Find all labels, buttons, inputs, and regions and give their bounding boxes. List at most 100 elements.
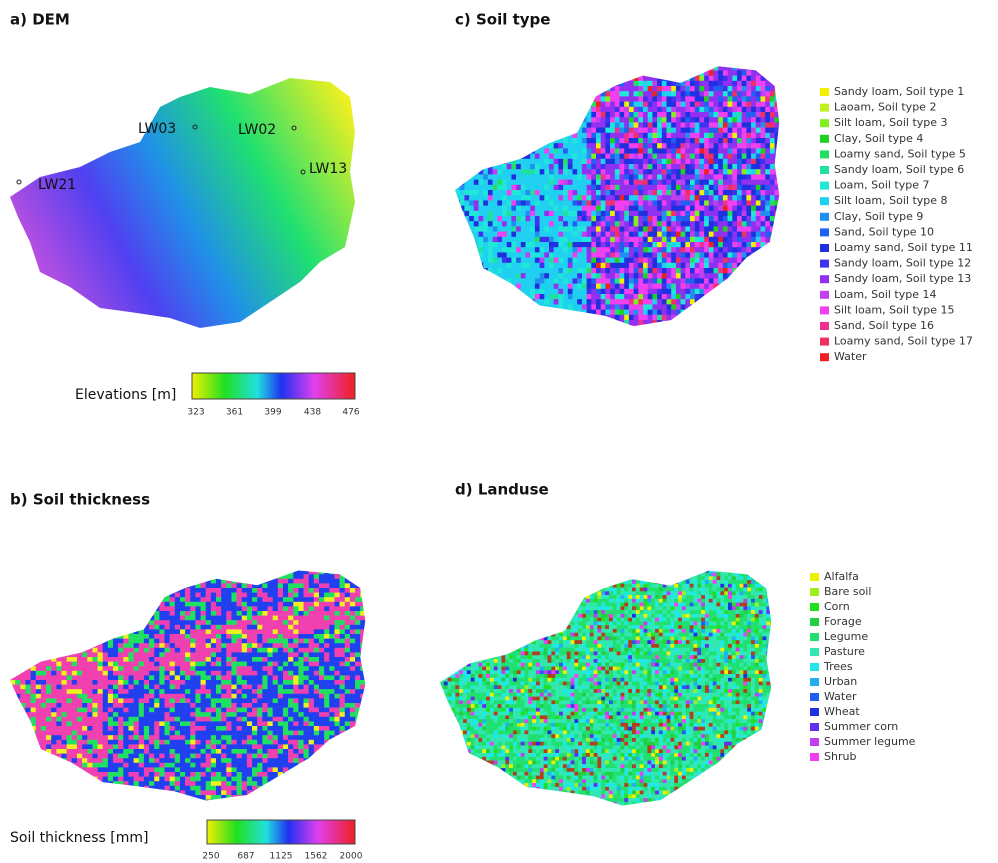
map-cell <box>123 574 128 579</box>
map-cell <box>714 122 719 128</box>
map-cell <box>118 717 123 722</box>
map-cell <box>648 133 653 139</box>
map-cell <box>231 685 236 690</box>
map-cell <box>180 726 185 731</box>
map-cell <box>46 795 51 800</box>
map-cell <box>216 758 221 763</box>
map-cell <box>329 777 334 782</box>
map-cell <box>464 102 469 108</box>
map-cell <box>226 712 231 717</box>
map-cell <box>190 758 195 763</box>
map-cell <box>252 625 257 630</box>
map-cell <box>360 652 365 657</box>
map-cell <box>231 588 236 593</box>
map-cell <box>154 731 159 736</box>
map-cell <box>159 735 164 740</box>
map-cell <box>319 703 324 708</box>
map-cell <box>128 616 133 621</box>
map-cell <box>657 122 662 128</box>
map-cell <box>51 565 56 570</box>
map-cell <box>634 154 639 160</box>
map-cell <box>340 666 345 671</box>
map-cell <box>273 634 278 639</box>
map-cell <box>56 790 61 795</box>
map-cell <box>709 70 714 76</box>
map-cell <box>479 128 484 134</box>
map-cell <box>242 593 247 598</box>
map-cell <box>319 767 324 772</box>
map-cell <box>460 133 465 139</box>
map-cell <box>51 726 56 731</box>
map-cell <box>497 65 502 71</box>
map-cell <box>334 767 339 772</box>
map-cell <box>345 671 350 676</box>
map-cell <box>113 616 118 621</box>
map-cell <box>82 708 87 713</box>
map-cell <box>455 70 460 76</box>
map-cell <box>573 107 578 113</box>
map-cell <box>690 143 695 149</box>
map-cell <box>718 112 723 118</box>
map-cell <box>139 680 144 685</box>
map-cell <box>175 698 180 703</box>
map-cell <box>237 717 242 722</box>
map-cell <box>123 749 128 754</box>
map-cell <box>113 795 118 800</box>
map-cell <box>761 81 766 87</box>
map-cell <box>714 128 719 134</box>
map-cell <box>464 70 469 76</box>
map-cell <box>591 138 596 144</box>
map-cell <box>746 133 751 139</box>
map-cell <box>139 583 144 588</box>
map-cell <box>195 767 200 772</box>
map-cell <box>108 708 113 713</box>
map-cell <box>278 726 283 731</box>
map-cell <box>51 772 56 777</box>
map-cell <box>180 634 185 639</box>
map-cell <box>175 749 180 754</box>
map-cell <box>56 685 61 690</box>
map-cell <box>629 117 634 123</box>
map-cell <box>257 698 262 703</box>
map-cell <box>634 102 639 108</box>
map-cell <box>128 570 133 575</box>
map-cell <box>365 703 370 708</box>
map-cell <box>516 143 521 149</box>
map-cell <box>15 703 20 708</box>
map-cell <box>746 148 751 154</box>
map-cell <box>149 648 154 653</box>
map-cell <box>365 740 370 745</box>
map-cell <box>591 143 596 149</box>
map-cell <box>563 107 568 113</box>
map-cell <box>92 694 97 699</box>
map-cell <box>128 708 133 713</box>
map-cell <box>165 721 170 726</box>
map-cell <box>345 579 350 584</box>
map-cell <box>139 639 144 644</box>
map-cell <box>25 666 30 671</box>
map-cell <box>283 708 288 713</box>
map-cell <box>695 138 700 144</box>
map-cell <box>139 634 144 639</box>
map-cell <box>159 744 164 749</box>
map-cell <box>742 96 747 102</box>
map-cell <box>455 128 460 134</box>
map-cell <box>221 689 226 694</box>
map-cell <box>360 583 365 588</box>
map-cell <box>51 763 56 768</box>
map-cell <box>201 777 206 782</box>
map-cell <box>118 675 123 680</box>
map-cell <box>82 574 87 579</box>
map-cell <box>77 579 82 584</box>
map-cell <box>493 128 498 134</box>
map-cell <box>334 717 339 722</box>
map-cell <box>355 777 360 782</box>
map-cell <box>615 117 620 123</box>
map-cell <box>242 708 247 713</box>
map-cell <box>15 675 20 680</box>
map-cell <box>56 671 61 676</box>
map-cell <box>134 565 139 570</box>
map-cell <box>268 800 273 805</box>
map-cell <box>175 685 180 690</box>
map-cell <box>237 712 242 717</box>
